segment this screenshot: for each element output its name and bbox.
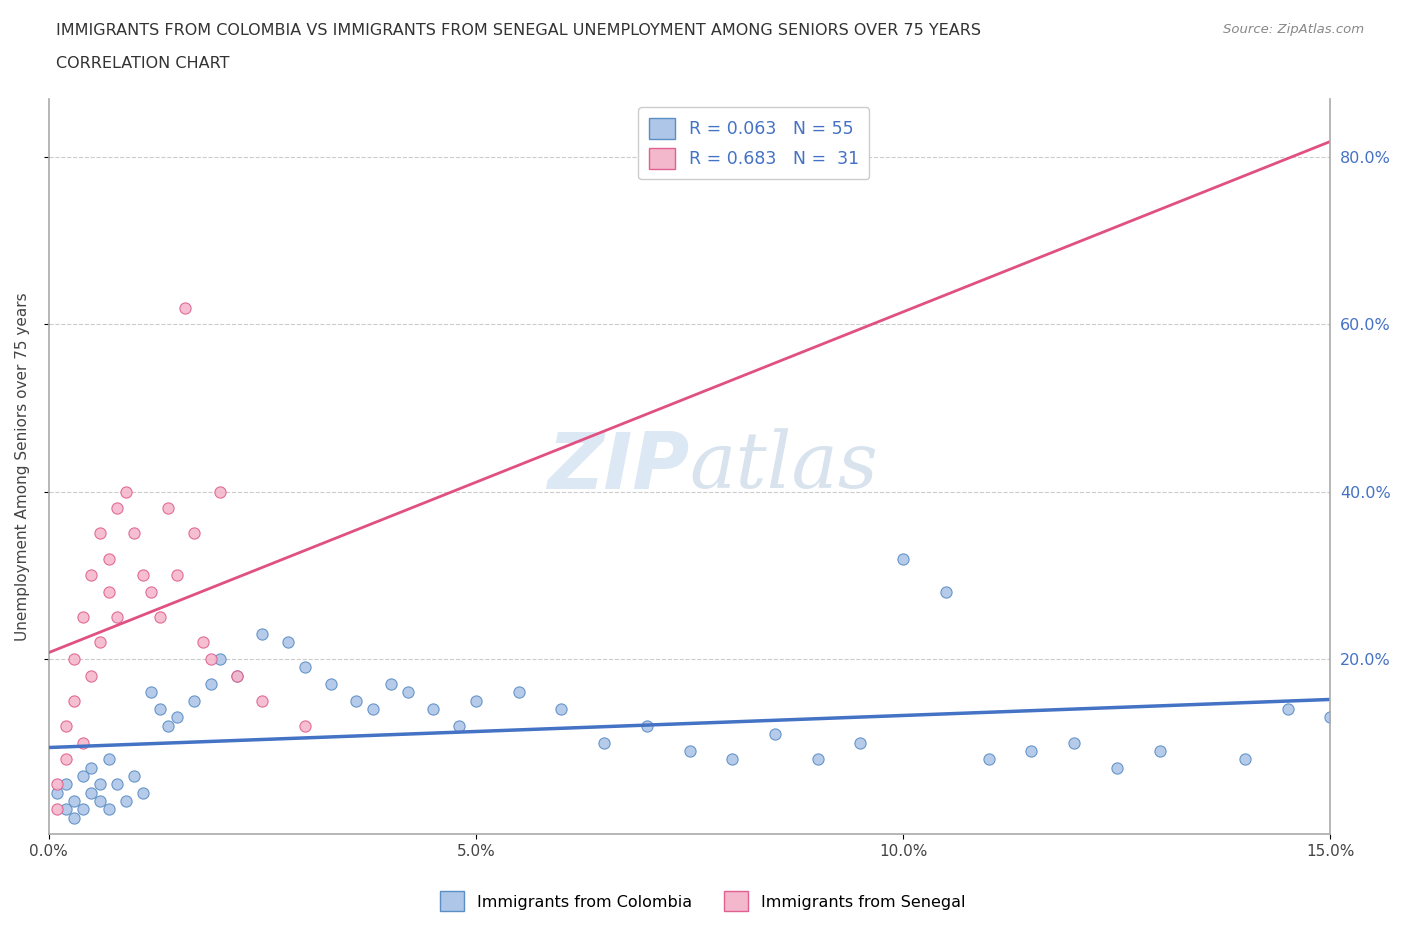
- Point: [1105, 760, 1128, 775]
- Point: [46, 785, 69, 800]
- Point: [105, 501, 128, 516]
- Point: [55, 802, 77, 817]
- Point: [72, 768, 94, 783]
- Point: [807, 751, 830, 766]
- Point: [447, 718, 470, 733]
- Legend: R = 0.063   N = 55, R = 0.683   N =  31: R = 0.063 N = 55, R = 0.683 N = 31: [638, 107, 869, 179]
- Point: [593, 735, 616, 750]
- Point: [1063, 735, 1085, 750]
- Point: [396, 684, 419, 699]
- Point: [63, 793, 86, 808]
- Point: [132, 568, 155, 583]
- Point: [200, 676, 222, 691]
- Point: [141, 684, 163, 699]
- Point: [46, 777, 69, 791]
- Point: [294, 718, 316, 733]
- Point: [363, 701, 385, 716]
- Point: [849, 735, 872, 750]
- Point: [114, 793, 136, 808]
- Point: [465, 693, 488, 708]
- Point: [294, 659, 316, 674]
- Point: [89, 635, 111, 650]
- Point: [225, 668, 247, 683]
- Point: [1149, 743, 1171, 758]
- Point: [252, 693, 274, 708]
- Point: [63, 651, 86, 666]
- Text: CORRELATION CHART: CORRELATION CHART: [56, 56, 229, 71]
- Point: [105, 777, 128, 791]
- Point: [208, 485, 231, 499]
- Point: [89, 526, 111, 541]
- Point: [763, 726, 786, 741]
- Point: [191, 635, 214, 650]
- Point: [97, 585, 120, 600]
- Point: [636, 718, 658, 733]
- Point: [72, 802, 94, 817]
- Point: [141, 585, 163, 600]
- Point: [97, 751, 120, 766]
- Point: [149, 701, 172, 716]
- Point: [132, 785, 155, 800]
- Point: [97, 802, 120, 817]
- Point: [149, 610, 172, 625]
- Point: [157, 718, 180, 733]
- Point: [89, 793, 111, 808]
- Point: [89, 777, 111, 791]
- Point: [891, 551, 914, 566]
- Point: [1277, 701, 1299, 716]
- Point: [122, 526, 145, 541]
- Point: [122, 768, 145, 783]
- Point: [200, 651, 222, 666]
- Point: [80, 668, 103, 683]
- Point: [678, 743, 700, 758]
- Point: [1233, 751, 1256, 766]
- Point: [277, 635, 299, 650]
- Text: Source: ZipAtlas.com: Source: ZipAtlas.com: [1223, 23, 1364, 36]
- Point: [55, 751, 77, 766]
- Point: [208, 651, 231, 666]
- Point: [80, 568, 103, 583]
- Legend: Immigrants from Colombia, Immigrants from Senegal: Immigrants from Colombia, Immigrants fro…: [434, 885, 972, 917]
- Text: atlas: atlas: [689, 429, 879, 505]
- Point: [72, 610, 94, 625]
- Point: [977, 751, 1000, 766]
- Point: [80, 785, 103, 800]
- Point: [344, 693, 367, 708]
- Point: [319, 676, 342, 691]
- Point: [508, 684, 530, 699]
- Point: [721, 751, 744, 766]
- Text: ZIP: ZIP: [547, 429, 689, 505]
- Point: [55, 777, 77, 791]
- Point: [63, 693, 86, 708]
- Text: IMMIGRANTS FROM COLOMBIA VS IMMIGRANTS FROM SENEGAL UNEMPLOYMENT AMONG SENIORS O: IMMIGRANTS FROM COLOMBIA VS IMMIGRANTS F…: [56, 23, 981, 38]
- Point: [105, 610, 128, 625]
- Point: [183, 526, 205, 541]
- Point: [97, 551, 120, 566]
- Point: [55, 718, 77, 733]
- Point: [550, 701, 572, 716]
- Point: [935, 585, 957, 600]
- Point: [80, 760, 103, 775]
- Point: [1021, 743, 1043, 758]
- Point: [46, 802, 69, 817]
- Point: [157, 501, 180, 516]
- Point: [166, 710, 188, 724]
- Point: [114, 485, 136, 499]
- Point: [225, 668, 247, 683]
- Point: [183, 693, 205, 708]
- Point: [63, 810, 86, 825]
- Point: [422, 701, 444, 716]
- Y-axis label: Unemployment Among Seniors over 75 years: Unemployment Among Seniors over 75 years: [15, 292, 30, 641]
- Point: [174, 300, 197, 315]
- Point: [252, 627, 274, 642]
- Point: [166, 568, 188, 583]
- Point: [72, 735, 94, 750]
- Point: [380, 676, 402, 691]
- Point: [1319, 710, 1341, 724]
